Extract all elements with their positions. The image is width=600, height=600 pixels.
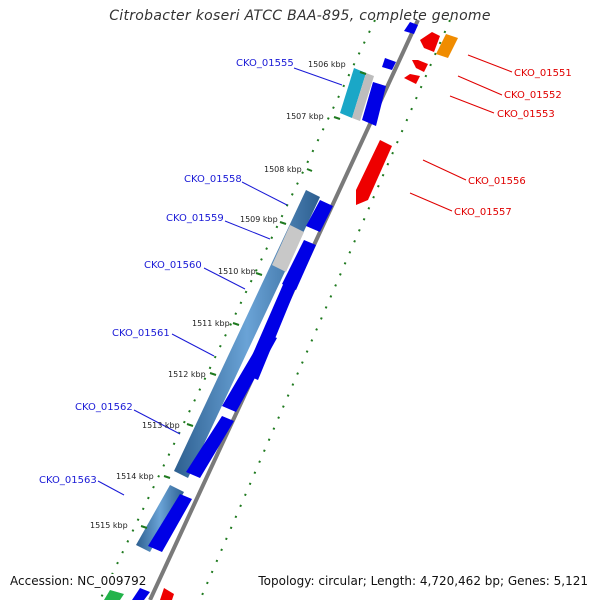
map-title: Citrobacter koseri ATCC BAA-895, complet…: [109, 8, 491, 24]
accession-label: Accession: NC_009792: [8, 574, 149, 588]
gene-label[interactable]: CKO_01560: [144, 260, 202, 271]
gene-label[interactable]: CKO_01563: [39, 475, 97, 486]
gc-dotted-track-inner: [99, 19, 376, 600]
tick-label: 1506 kbp: [308, 60, 346, 69]
cds-arrow: [222, 333, 277, 412]
gene-label[interactable]: CKO_01557: [454, 207, 512, 218]
cds-arrow-red: [404, 74, 420, 84]
tick-marks: [140, 71, 367, 529]
cds-arrow: [132, 588, 150, 600]
tick-labels: 1506 kbp 1507 kbp 1508 kbp 1509 kbp 1510…: [90, 60, 346, 530]
gene-label[interactable]: CKO_01558: [184, 174, 242, 185]
right-leaders: [409, 54, 513, 212]
orf-bar: [136, 485, 184, 552]
cds-arrow-red: [356, 140, 392, 205]
gene-label[interactable]: CKO_01553: [497, 109, 555, 120]
tick-label: 1515 kbp: [90, 521, 128, 530]
cds-arrow: [186, 416, 234, 478]
cds-arrow-red: [160, 588, 174, 600]
orf-track: [136, 68, 374, 552]
forward-cds-track: [132, 22, 418, 600]
cds-arrow: [404, 22, 418, 34]
cds-arrow: [362, 82, 386, 126]
tick-label: 1514 kbp: [116, 472, 154, 481]
tick-label: 1508 kbp: [264, 165, 302, 174]
orf-bar-gray: [272, 225, 304, 272]
gene-label[interactable]: CKO_01561: [112, 328, 170, 339]
gc-dotted-track-outer: [199, 19, 451, 600]
cds-arrow: [382, 58, 396, 70]
gene-label[interactable]: CKO_01556: [468, 176, 526, 187]
tick-label: 1507 kbp: [286, 112, 324, 121]
tick-label: 1512 kbp: [168, 370, 206, 379]
gene-label[interactable]: CKO_01555: [236, 58, 294, 69]
topology-label: Topology: circular; Length: 4,720,462 bp…: [256, 574, 590, 588]
cds-arrow: [306, 200, 333, 232]
reverse-cds-track: [104, 32, 458, 600]
gene-label[interactable]: CKO_01559: [166, 213, 224, 224]
tick-label: 1513 kbp: [142, 421, 180, 430]
cds-arrow-orange: [436, 34, 458, 58]
left-leaders: [97, 67, 343, 496]
cds-arrow: [282, 240, 316, 290]
gene-label[interactable]: CKO_01562: [75, 402, 133, 413]
gene-label[interactable]: CKO_01552: [504, 90, 562, 101]
cds-arrow-red: [420, 32, 440, 52]
tick-label: 1511 kbp: [192, 319, 230, 328]
right-gene-labels: CKO_01551 CKO_01552 CKO_01553 CKO_01556 …: [454, 68, 572, 218]
tick-label: 1509 kbp: [240, 215, 278, 224]
orf-bar-gray: [352, 73, 374, 121]
tick-label: 1510 kbp: [218, 267, 256, 276]
gene-label[interactable]: CKO_01551: [514, 68, 572, 79]
cds-arrow-green: [104, 590, 124, 600]
cds-arrow: [148, 494, 192, 552]
cds-arrow-red: [412, 60, 428, 72]
left-gene-labels: CKO_01555 CKO_01558 CKO_01559 CKO_01560 …: [39, 58, 294, 486]
orf-bar-cyan: [340, 68, 366, 118]
